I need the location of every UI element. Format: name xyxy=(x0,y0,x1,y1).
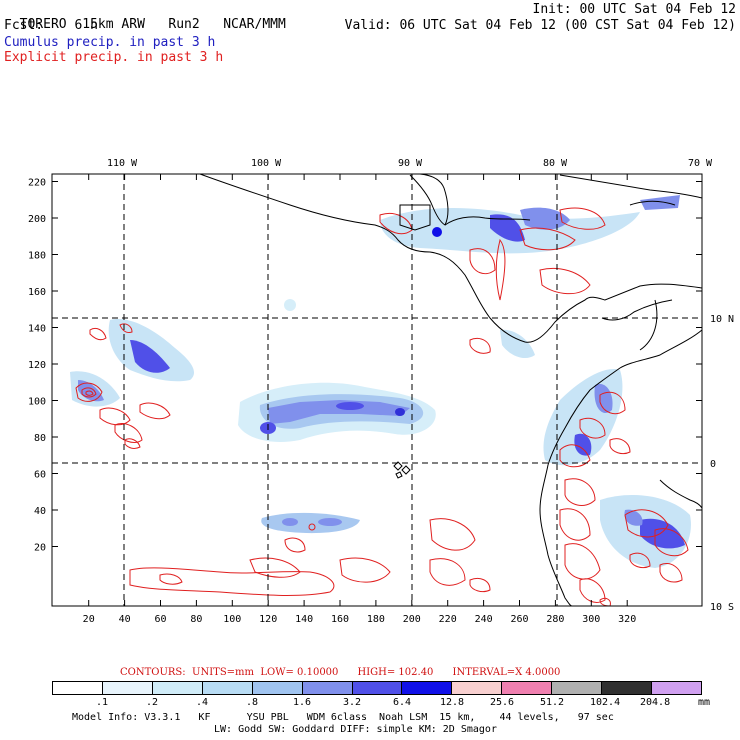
scale-unit: mm xyxy=(698,697,711,708)
x-tick-label: 120 xyxy=(259,614,277,625)
y-tick-label: 140 xyxy=(28,324,46,335)
contours-low: LOW= 0.10000 xyxy=(260,667,339,678)
x-tick-label: 20 xyxy=(83,614,95,625)
valid-time: Valid: 06 UTC Sat 04 Feb 12 (00 CST Sat … xyxy=(344,18,736,33)
scale-swatch xyxy=(302,682,353,694)
scale-swatch xyxy=(652,682,701,694)
scale-swatch xyxy=(402,682,453,694)
y-tick-label: 120 xyxy=(28,360,46,371)
forecast-hour: Fcst: 6 h xyxy=(4,18,98,33)
x-tick-label: 260 xyxy=(510,614,528,625)
scale-label: 1.6 xyxy=(292,697,312,708)
coastlines xyxy=(199,174,702,606)
precip-fill-layer xyxy=(70,195,691,568)
x-tick-label: 40 xyxy=(119,614,131,625)
scale-label: .4 xyxy=(195,697,209,708)
color-scale-bar xyxy=(52,681,702,695)
lat-label: 10 N xyxy=(710,314,734,325)
scale-label: .1 xyxy=(95,697,109,708)
y-tick-label: 40 xyxy=(34,506,46,517)
x-tick-label: 60 xyxy=(154,614,166,625)
model-name: TORERO xyxy=(19,17,67,32)
x-tick-label: 200 xyxy=(403,614,421,625)
scale-swatch xyxy=(502,682,553,694)
explicit-precip-contours xyxy=(75,207,689,606)
run-label: Run2 xyxy=(168,17,200,32)
x-tick-label: 160 xyxy=(331,614,349,625)
scale-swatch xyxy=(452,682,503,694)
fcst-value: 6 h xyxy=(74,18,98,33)
lon-label: 70 W xyxy=(688,158,713,169)
model-resolution: 15km ARW xyxy=(82,17,145,32)
y-tick-label: 200 xyxy=(28,214,46,225)
contours-units: UNITS=mm xyxy=(192,667,255,678)
axis-ticks xyxy=(52,174,702,606)
lat-lon-grid xyxy=(52,174,702,606)
x-tick-label: 280 xyxy=(546,614,564,625)
scale-label: .2 xyxy=(145,697,159,708)
scale-swatch xyxy=(552,682,603,694)
scale-swatch xyxy=(352,682,403,694)
y-tick-label: 100 xyxy=(28,397,46,408)
contours-high: HIGH= 102.40 xyxy=(357,667,434,678)
x-tick-label: 300 xyxy=(582,614,600,625)
scale-label: 25.6 xyxy=(490,697,515,708)
header-model: TORERO 15km ARW Run2 NCAR/MMM xyxy=(4,2,286,32)
org-label: NCAR/MMM xyxy=(223,17,286,32)
init-time: Init: 00 UTC Sat 04 Feb 12 xyxy=(532,2,737,17)
scale-swatch xyxy=(152,682,203,694)
lat-label: 10 S xyxy=(710,602,734,613)
contour-info: CONTOURS: UNITS=mm LOW= 0.10000 HIGH= 10… xyxy=(120,667,560,678)
lon-label: 90 W xyxy=(398,158,423,169)
y-tick-label: 180 xyxy=(28,251,46,262)
scale-swatch xyxy=(252,682,303,694)
scale-label: 102.4 xyxy=(590,697,621,708)
lon-label: 110 W xyxy=(107,158,138,169)
scale-swatch xyxy=(102,682,153,694)
lon-label: 80 W xyxy=(543,158,568,169)
x-tick-label: 100 xyxy=(223,614,241,625)
contours-interval: INTERVAL=X 4.0000 xyxy=(452,667,561,678)
physics-info-line: LW: Godd SW: Goddard DIFF: simple KM: 2D… xyxy=(214,724,497,735)
scale-label: 51.2 xyxy=(540,697,565,708)
x-tick-label: 240 xyxy=(475,614,493,625)
x-tick-label: 140 xyxy=(295,614,313,625)
contours-label: CONTOURS: xyxy=(120,667,186,678)
scale-label: 3.2 xyxy=(342,697,362,708)
scale-label: .8 xyxy=(245,697,259,708)
scale-label: 6.4 xyxy=(392,697,412,708)
scale-label: 12.8 xyxy=(440,697,465,708)
lon-label: 100 W xyxy=(251,158,282,169)
x-tick-label: 220 xyxy=(439,614,457,625)
y-tick-label: 20 xyxy=(34,543,46,554)
x-tick-label: 180 xyxy=(367,614,385,625)
scale-swatch xyxy=(202,682,253,694)
y-tick-label: 220 xyxy=(28,178,46,189)
scale-label: 204.8 xyxy=(640,697,671,708)
y-tick-label: 60 xyxy=(34,470,46,481)
x-tick-label: 320 xyxy=(618,614,636,625)
cumulus-legend: Cumulus precip. in past 3 h xyxy=(4,35,216,50)
x-tick-label: 80 xyxy=(190,614,202,625)
map-frame xyxy=(51,173,703,607)
lat-label: 0 xyxy=(710,459,716,470)
axis-labels: 110 W 100 W 90 W 80 W 70 W 10 N 0 10 S 220 200 180… xyxy=(28,158,734,625)
y-tick-label: 80 xyxy=(34,433,46,444)
explicit-legend: Explicit precip. in past 3 h xyxy=(4,50,224,65)
model-info-line: Model Info: V3.3.1 KF YSU PBL WDM 6class… xyxy=(72,712,614,723)
scale-swatch xyxy=(602,682,653,694)
y-tick-label: 160 xyxy=(28,287,46,298)
fcst-label: Fcst: xyxy=(4,18,44,33)
scale-swatch xyxy=(53,682,103,694)
